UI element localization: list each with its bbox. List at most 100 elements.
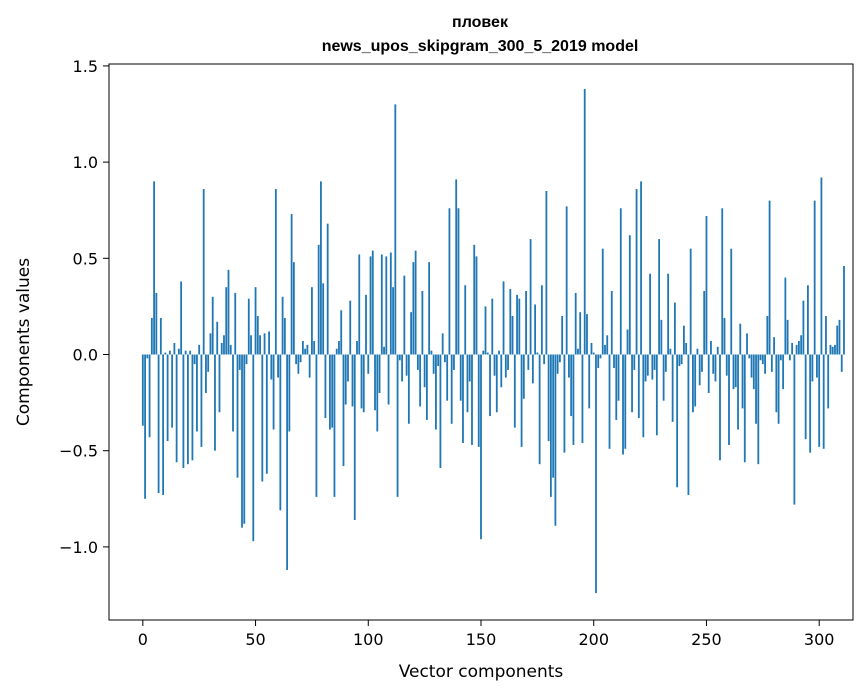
bar-11 <box>166 354 169 442</box>
bar-292 <box>800 335 803 355</box>
bar-217 <box>631 354 633 413</box>
bar-57 <box>270 354 273 380</box>
bar-219 <box>635 189 638 355</box>
bar-22 <box>191 354 194 461</box>
bar-92 <box>349 300 352 355</box>
bar-71 <box>301 341 304 355</box>
bar-286 <box>786 319 789 355</box>
x-tick-label: 150 <box>466 630 497 649</box>
bar-4 <box>150 317 153 355</box>
bar-36 <box>223 335 225 355</box>
bar-233 <box>667 273 670 355</box>
bar-165 <box>513 354 516 428</box>
bar-202 <box>597 354 600 368</box>
bar-94 <box>353 354 356 520</box>
bar-139 <box>455 179 458 355</box>
bar-284 <box>782 354 785 390</box>
y-tick-label: 1.0 <box>73 153 98 172</box>
bar-285 <box>784 277 787 355</box>
bar-206 <box>606 335 609 355</box>
bar-96 <box>358 254 361 355</box>
bar-21 <box>189 350 192 355</box>
bar-169 <box>522 354 525 399</box>
bar-51 <box>256 316 259 355</box>
bar-204 <box>601 248 604 355</box>
bar-135 <box>446 354 449 401</box>
bar-39 <box>229 344 232 355</box>
bar-226 <box>651 354 654 380</box>
bar-26 <box>200 354 203 447</box>
bar-59 <box>274 189 277 355</box>
bar-81 <box>324 354 327 418</box>
bar-88 <box>340 310 343 355</box>
bar-213 <box>622 354 624 455</box>
bar-275 <box>761 354 764 365</box>
bar-145 <box>468 354 471 382</box>
y-tick-label: 0.5 <box>73 249 98 268</box>
bar-265 <box>739 323 742 355</box>
bar-50 <box>254 287 257 355</box>
bar-138 <box>453 354 455 370</box>
y-tick-label: −0.5 <box>59 442 98 461</box>
bar-260 <box>728 354 730 445</box>
bar-210 <box>615 354 618 420</box>
bar-269 <box>748 354 751 359</box>
bar-238 <box>678 354 681 367</box>
bar-234 <box>669 348 672 355</box>
bar-14 <box>173 342 176 355</box>
bar-116 <box>403 275 406 355</box>
bar-23 <box>193 354 196 365</box>
bar-209 <box>613 354 615 368</box>
bar-311 <box>843 266 845 355</box>
bar-160 <box>502 281 505 355</box>
bar-124 <box>421 291 424 355</box>
bar-42 <box>236 354 239 478</box>
bar-262 <box>732 354 735 390</box>
bar-196 <box>583 89 586 355</box>
bar-258 <box>723 317 726 355</box>
bar-298 <box>813 200 816 355</box>
bar-245 <box>694 354 697 407</box>
bar-8 <box>159 317 162 355</box>
bar-30 <box>209 333 212 355</box>
bar-108 <box>385 256 388 355</box>
bar-111 <box>392 287 394 355</box>
x-axis-label: Vector components <box>399 662 564 682</box>
bar-16 <box>177 348 180 355</box>
bar-6 <box>155 292 158 355</box>
bar-114 <box>398 354 401 361</box>
bar-66 <box>290 214 293 355</box>
bar-141 <box>459 354 462 401</box>
bar-144 <box>466 354 469 413</box>
bar-2 <box>146 354 149 359</box>
bar-305 <box>829 344 832 355</box>
bar-154 <box>489 354 491 417</box>
bar-29 <box>207 354 210 372</box>
bar-185 <box>559 354 561 363</box>
bar-90 <box>344 354 347 405</box>
bar-152 <box>484 306 487 355</box>
bar-13 <box>171 354 174 428</box>
bar-19 <box>184 350 187 355</box>
bar-115 <box>401 354 403 382</box>
bar-56 <box>268 331 270 355</box>
bar-53 <box>261 354 264 482</box>
bar-281 <box>775 354 778 413</box>
bar-224 <box>646 354 649 376</box>
bar-189 <box>568 354 570 378</box>
bar-147 <box>473 244 476 355</box>
y-tick-label: 1.5 <box>73 57 98 76</box>
x-tick-label: 300 <box>804 630 835 649</box>
bar-60 <box>277 354 279 378</box>
x-tick-label: 250 <box>691 630 722 649</box>
x-tick-label: 0 <box>138 630 148 649</box>
bar-126 <box>425 354 428 420</box>
bar-181 <box>549 354 552 497</box>
bar-20 <box>187 354 189 465</box>
bar-289 <box>793 354 796 505</box>
bar-72 <box>304 348 307 355</box>
bar-100 <box>367 354 370 374</box>
bar-73 <box>306 344 309 355</box>
bar-175 <box>536 352 539 355</box>
bar-228 <box>655 354 658 436</box>
